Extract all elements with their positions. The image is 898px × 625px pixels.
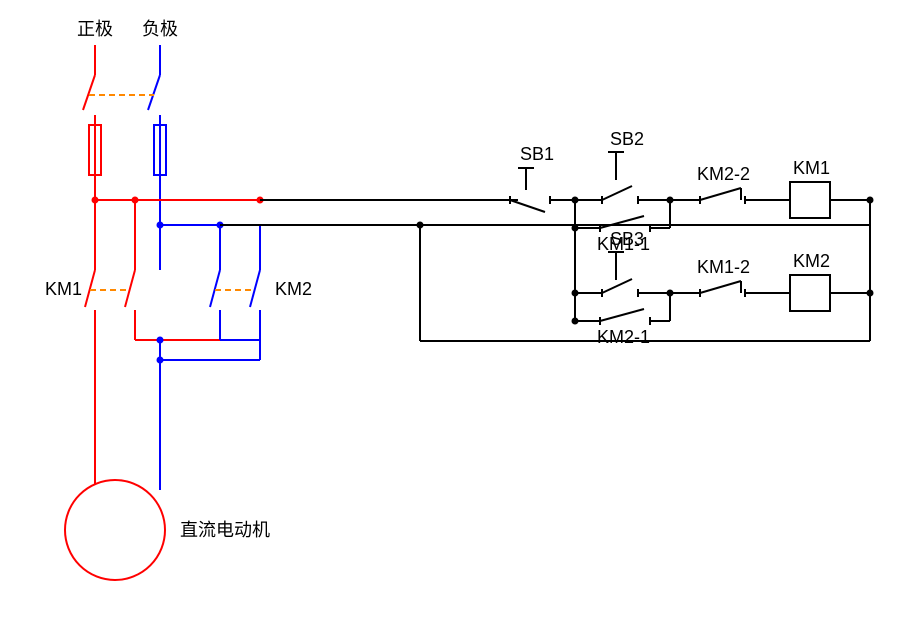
junction-dot: [132, 197, 139, 204]
label-KM2_left: KM2: [275, 279, 312, 299]
junction-dot: [157, 222, 164, 229]
coil-km1: [790, 182, 830, 218]
label-KM1_coil: KM1: [793, 158, 830, 178]
label-SB1: SB1: [520, 144, 554, 164]
dc-motor: [65, 480, 165, 580]
junction-dot: [417, 222, 424, 229]
label-KM2_coil: KM2: [793, 251, 830, 271]
coil-km2: [790, 275, 830, 311]
label-positive: 正极: [77, 19, 113, 39]
label-negative: 负极: [142, 19, 178, 39]
label-KM2_2: KM2-2: [697, 164, 750, 184]
label-KM1_2: KM1-2: [697, 257, 750, 277]
label-motor: 直流电动机: [180, 520, 270, 540]
junction-dot: [157, 337, 164, 344]
label-SB3: SB3: [610, 229, 644, 249]
junction-dot: [92, 197, 99, 204]
label-SB2: SB2: [610, 129, 644, 149]
label-KM2_1: KM2-1: [597, 327, 650, 347]
label-KM1_left: KM1: [45, 279, 82, 299]
circuit-diagram: 正极负极KM1KM2直流电动机SB1SB2KM1-1KM2-2KM1SB3KM2…: [0, 0, 898, 625]
